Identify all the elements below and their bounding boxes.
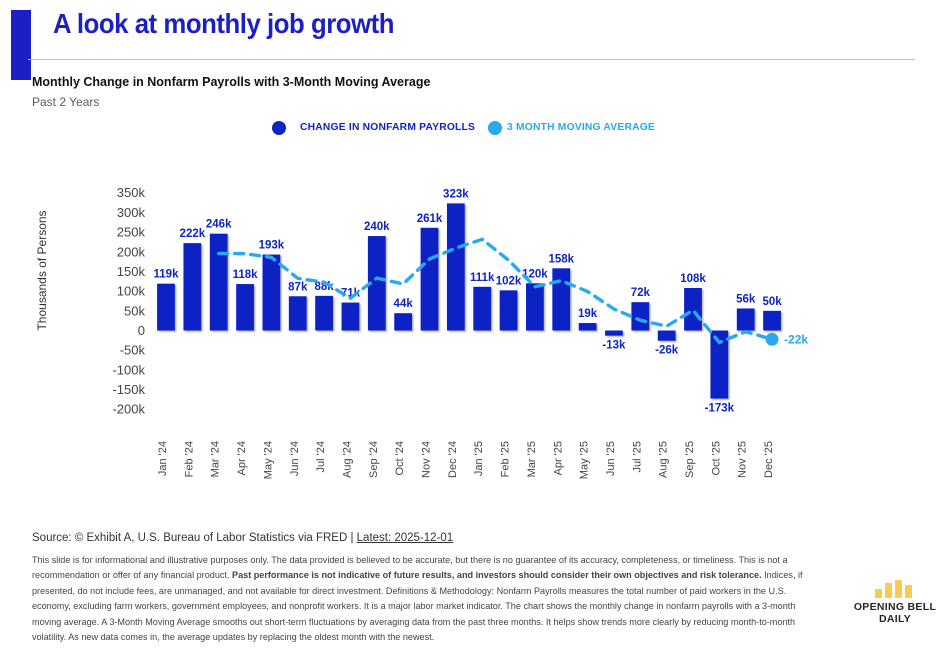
svg-text:Jan '25: Jan '25 <box>473 441 485 476</box>
svg-text:-100k: -100k <box>112 362 145 377</box>
svg-text:87k: 87k <box>288 281 308 293</box>
svg-text:Feb '24: Feb '24 <box>183 441 195 477</box>
svg-text:Jun '24: Jun '24 <box>289 441 301 476</box>
svg-text:323k: 323k <box>443 188 469 200</box>
svg-text:50k: 50k <box>762 296 782 308</box>
svg-text:19k: 19k <box>578 308 598 320</box>
svg-text:-13k: -13k <box>602 340 626 352</box>
svg-text:44k: 44k <box>394 298 414 310</box>
svg-text:Jul '25: Jul '25 <box>631 441 643 472</box>
svg-text:Jun '25: Jun '25 <box>605 441 617 476</box>
svg-text:261k: 261k <box>417 213 443 225</box>
svg-text:Apr '24: Apr '24 <box>236 441 248 476</box>
svg-text:Thousands of Persons: Thousands of Persons <box>35 210 49 330</box>
svg-text:240k: 240k <box>364 221 390 233</box>
svg-text:-150k: -150k <box>112 382 145 397</box>
svg-text:Sep '24: Sep '24 <box>368 441 380 478</box>
svg-text:-200k: -200k <box>112 402 145 417</box>
svg-text:Mar '24: Mar '24 <box>210 441 222 477</box>
svg-text:0: 0 <box>138 323 145 338</box>
svg-text:Dec '24: Dec '24 <box>447 441 459 478</box>
svg-text:Apr '25: Apr '25 <box>552 441 564 476</box>
svg-text:100k: 100k <box>117 284 146 299</box>
svg-text:Nov '24: Nov '24 <box>421 441 433 478</box>
svg-text:May '24: May '24 <box>262 441 274 479</box>
svg-text:Sep '25: Sep '25 <box>684 441 696 478</box>
svg-text:Feb '25: Feb '25 <box>500 441 512 477</box>
svg-text:Aug '24: Aug '24 <box>341 441 353 478</box>
svg-text:50k: 50k <box>124 303 145 318</box>
svg-text:108k: 108k <box>680 273 706 285</box>
svg-text:72k: 72k <box>631 287 651 299</box>
svg-text:158k: 158k <box>548 253 574 265</box>
svg-text:350k: 350k <box>117 185 146 200</box>
svg-text:Dec '25: Dec '25 <box>763 441 775 478</box>
svg-text:Mar '25: Mar '25 <box>526 441 538 477</box>
svg-text:222k: 222k <box>180 228 206 240</box>
svg-text:-173k: -173k <box>705 403 735 415</box>
svg-text:Jul '24: Jul '24 <box>315 441 327 472</box>
svg-text:111k: 111k <box>470 272 495 284</box>
svg-text:Aug '25: Aug '25 <box>658 441 670 478</box>
svg-text:Jan '24: Jan '24 <box>157 441 169 476</box>
svg-text:Oct '25: Oct '25 <box>710 441 722 476</box>
svg-text:56k: 56k <box>736 293 756 305</box>
svg-text:193k: 193k <box>259 240 285 252</box>
svg-text:May '25: May '25 <box>579 441 591 479</box>
svg-text:200k: 200k <box>117 244 146 259</box>
svg-text:119k: 119k <box>154 269 180 281</box>
svg-text:-22k: -22k <box>784 332 808 346</box>
svg-text:-26k: -26k <box>655 345 679 357</box>
svg-text:-50k: -50k <box>120 343 146 358</box>
svg-text:246k: 246k <box>206 219 232 231</box>
svg-text:300k: 300k <box>117 205 146 220</box>
svg-text:Oct '24: Oct '24 <box>394 441 406 476</box>
svg-text:250k: 250k <box>117 225 146 240</box>
svg-text:102k: 102k <box>496 275 522 287</box>
svg-text:Nov '25: Nov '25 <box>737 441 749 478</box>
svg-text:150k: 150k <box>117 264 146 279</box>
svg-text:118k: 118k <box>233 269 259 281</box>
